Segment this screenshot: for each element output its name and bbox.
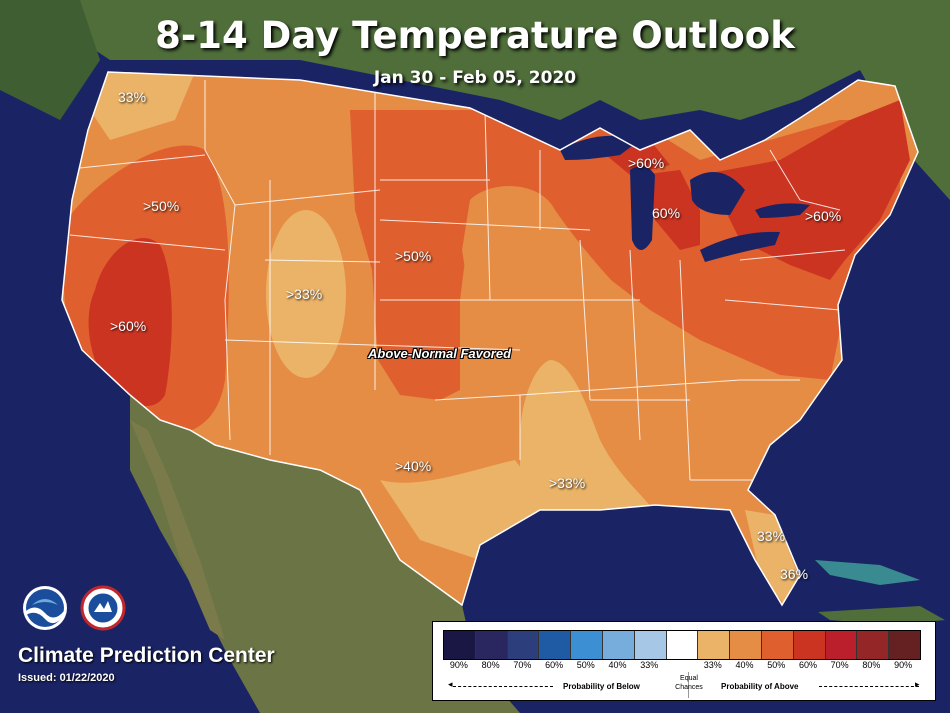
region-33-colorado xyxy=(266,210,346,378)
legend-swatch xyxy=(857,631,890,659)
legend-swatch xyxy=(761,631,794,659)
legend-below-label: Probability of Below xyxy=(563,682,640,691)
legend-tick-label: 40% xyxy=(608,660,627,670)
legend-box: 90% 80% 70% 60% 50% 40% 33% 33% 40% 50% 60% 70% 80% 9… xyxy=(432,621,936,701)
lake-michigan xyxy=(630,166,655,250)
baja-peninsula xyxy=(130,420,225,640)
legend-swatch xyxy=(507,631,540,659)
legend-swatch xyxy=(889,631,920,659)
canada-land xyxy=(60,0,950,200)
legend-swatch xyxy=(444,631,476,659)
legend-color-bar xyxy=(443,630,921,660)
legend-swatch xyxy=(793,631,826,659)
region-60-michigan xyxy=(640,170,700,250)
lake-huron xyxy=(690,172,745,215)
label-great-basin: >50% xyxy=(143,198,180,214)
legend-swatch xyxy=(475,631,508,659)
legend-swatch xyxy=(730,631,762,659)
label-michigan-north: >60% xyxy=(628,155,665,171)
label-northeast: >60% xyxy=(805,208,842,224)
legend-tick-row: 90% 80% 70% 60% 50% 40% 33% 33% 40% 50% 60% 70% 80% 9… xyxy=(443,660,919,670)
label-pacific-nw: 33% xyxy=(118,89,147,105)
region-40-plains-lobe xyxy=(462,186,660,360)
canada-coast-land xyxy=(0,0,100,120)
map-title: 8-14 Day Temperature Outlook xyxy=(155,14,795,57)
legend-tick-label: 60% xyxy=(798,660,817,670)
nws-logo-icon xyxy=(80,585,126,631)
label-florida-south: 36% xyxy=(780,566,809,582)
label-texas: >40% xyxy=(395,458,432,474)
map-subtitle: Jan 30 - Feb 05, 2020 xyxy=(373,68,577,88)
label-plains: >50% xyxy=(395,248,432,264)
legend-above-label: Probability of Above xyxy=(721,682,799,691)
legend-swatch xyxy=(571,631,603,659)
arrow-left-icon: ◂ xyxy=(448,680,453,690)
legend-tick-label: 80% xyxy=(862,660,881,670)
lake-superior xyxy=(560,135,640,160)
label-above-normal-favored: Above-Normal Favored xyxy=(368,346,512,361)
legend-tick-label: 40% xyxy=(735,660,754,670)
legend-tick-label xyxy=(665,660,697,670)
legend-swatch xyxy=(539,631,572,659)
legend-swatch xyxy=(825,631,858,659)
legend-tick-label: 70% xyxy=(513,660,532,670)
legend-tick-label: 80% xyxy=(481,660,500,670)
legend-swatch xyxy=(602,631,635,659)
caribbean-shallows xyxy=(815,560,920,585)
region-33-pacific-nw xyxy=(90,72,200,140)
label-michigan: 60% xyxy=(652,205,681,221)
lake-erie xyxy=(700,231,780,262)
arrow-left-line xyxy=(453,686,553,687)
legend-tick-label: 90% xyxy=(449,660,468,670)
label-colorado: >33% xyxy=(286,286,323,302)
center-name: Climate Prediction Center xyxy=(18,644,275,667)
legend-tick-label: 50% xyxy=(576,660,595,670)
legend-tick-label: 33% xyxy=(640,660,659,670)
legend-tick-label: 90% xyxy=(894,660,913,670)
label-louisiana: >33% xyxy=(549,475,586,491)
legend-tick-label: 60% xyxy=(545,660,564,670)
legend-tick-label: 50% xyxy=(767,660,786,670)
lake-ontario xyxy=(755,203,810,218)
cuba-island xyxy=(818,606,945,625)
label-florida-north: 33% xyxy=(757,528,786,544)
legend-tick-label: 70% xyxy=(830,660,849,670)
state-borders xyxy=(62,80,846,481)
mexico-land xyxy=(130,395,520,713)
label-california: >60% xyxy=(110,318,147,334)
legend-divider xyxy=(688,672,689,698)
region-33-gulf xyxy=(520,360,660,520)
noaa-logo-icon xyxy=(23,586,67,630)
legend-swatch xyxy=(634,631,667,659)
us-border xyxy=(61,71,919,607)
legend-tick-label: 33% xyxy=(703,660,722,670)
arrow-right-line xyxy=(819,686,919,687)
arrow-right-icon: ▸ xyxy=(915,680,920,690)
legend-swatch xyxy=(698,631,731,659)
legend-equal-chances: Equal Chances xyxy=(675,675,703,691)
issued-date: Issued: 01/22/2020 xyxy=(18,672,115,684)
region-60-california xyxy=(88,237,172,407)
legend-swatch xyxy=(666,631,699,659)
region-33-florida xyxy=(745,510,800,605)
